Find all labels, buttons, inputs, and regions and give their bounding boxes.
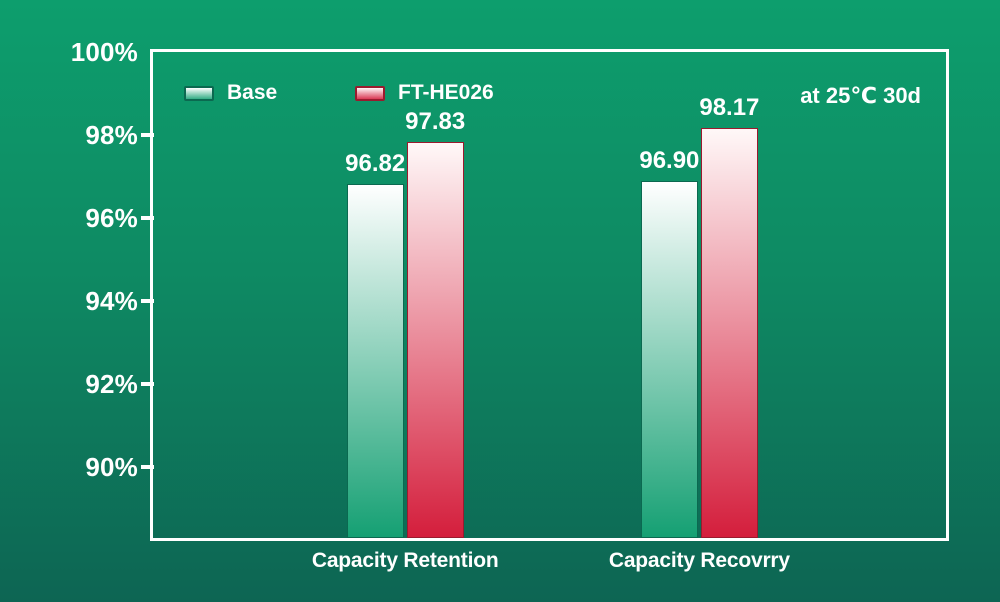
plot-area-border [150,49,949,541]
y-axis-tick-label: 96% [85,203,138,234]
bar-value-label: 97.83 [405,108,466,136]
bar-value-label: 98.17 [699,94,760,121]
y-axis-tick-label: 98% [85,120,138,151]
y-axis-tick-mark [141,216,154,221]
bar-base [346,184,404,538]
x-axis-category-label: Capacity Retention [311,549,499,572]
bar-ft-he026 [406,142,464,538]
legend-swatch-ft-he026-icon [355,85,385,101]
bar-value-label: 96.90 [639,146,700,174]
legend-item-ft-he026: FT-HE026 [355,82,494,104]
y-axis-tick-label: 90% [85,452,138,483]
bar-value-label: 96.82 [345,150,406,178]
y-axis-tick-label: 94% [85,286,138,317]
y-axis-tick-mark [141,382,154,387]
y-axis-tick-label: 100% [70,37,138,67]
x-axis-category-label: Capacity Recovrry [608,549,790,572]
y-axis-tick-mark [141,133,154,138]
legend-item-base: Base [184,82,277,104]
legend-label-base: Base [227,81,278,104]
y-axis-tick-mark [141,299,154,304]
bar-base [640,180,698,538]
y-axis-tick-label: 92% [85,369,138,400]
annotation-temperature-duration: at 25℃ 30d [800,83,921,108]
legend-swatch-base-icon [184,85,214,101]
y-axis-tick-mark [141,465,154,470]
legend-label-ft-he026: FT-HE026 [398,81,494,104]
bar-ft-he026 [700,128,758,538]
